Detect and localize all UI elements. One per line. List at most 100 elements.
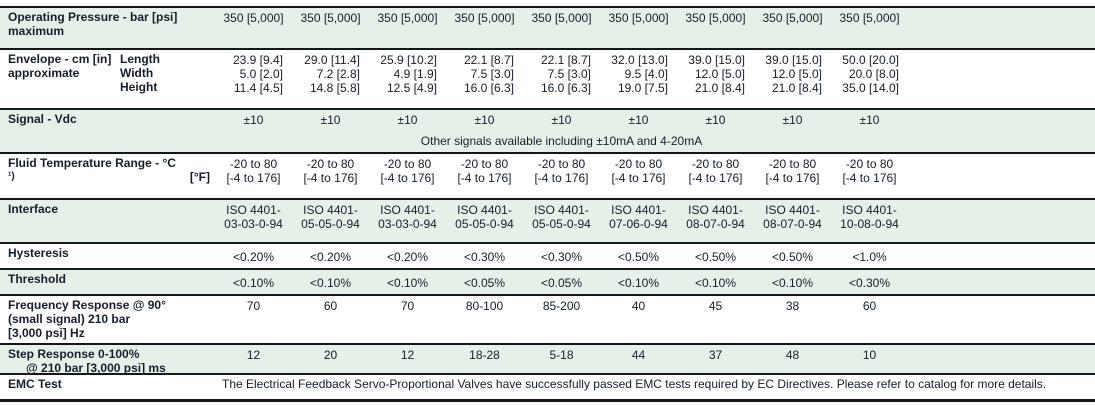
length-value: 39.0 [15.0] xyxy=(765,53,822,67)
value-cell: 23.9 [9.4] 5.0 [2.0] 11.4 [4.5] xyxy=(215,50,292,108)
label-line: [3,000 psi] Hz xyxy=(8,326,85,340)
temp-c: -20 to 80 xyxy=(614,157,663,171)
row-fluid-temperature: Fluid Temperature Range - °C ¹) [°F] -20… xyxy=(0,154,1095,200)
signal-note-text: Other signals available including ±10mA … xyxy=(420,133,703,148)
emc-test-statement: The Electrical Feedback Servo-Proportion… xyxy=(222,377,1047,391)
value-cell: <0.05% xyxy=(463,276,506,290)
value-cell: <0.50% xyxy=(694,250,737,264)
value-cell: ±10 xyxy=(782,113,803,127)
value-cell: 25.9 [10.2] 4.9 [1.9] 12.5 [4.9] xyxy=(369,50,446,108)
value-cell: 44 xyxy=(631,348,646,362)
iso-line: ISO 4401- xyxy=(765,203,820,217)
sublabel-width: Width xyxy=(120,66,154,80)
temp-f: [-4 to 176] xyxy=(842,171,897,185)
iso-code: 08-07-0-94 xyxy=(763,217,822,231)
value-cell: ISO 4401- 08-07-0-94 xyxy=(754,200,831,242)
signal-note: Other signals available including ±10mA … xyxy=(0,134,1095,153)
row-envelope: Envelope - cm [in] approximate Length Wi… xyxy=(0,50,1095,110)
value-cell: <0.20% xyxy=(232,250,275,264)
iso-code: 03-03-0-94 xyxy=(378,217,437,231)
iso-line: ISO 4401- xyxy=(534,203,589,217)
value-cell: <0.10% xyxy=(386,276,429,290)
temp-c: -20 to 80 xyxy=(306,157,355,171)
row-threshold: Threshold <0.10% <0.10% <0.10% <0.05% <0… xyxy=(0,270,1095,296)
value-cell: 350 [5,000] xyxy=(685,11,746,25)
value-cell: 12 xyxy=(246,348,261,362)
value-cell: 350 [5,000] xyxy=(454,11,515,25)
label-line: Fluid Temperature Range - °C xyxy=(8,156,176,170)
height-value: 12.5 [4.9] xyxy=(386,81,437,95)
temp-f: [-4 to 176] xyxy=(688,171,743,185)
value-cell: ±10 xyxy=(551,113,572,127)
temp-c: -20 to 80 xyxy=(383,157,432,171)
value-cell: ±10 xyxy=(628,113,649,127)
iso-line: ISO 4401- xyxy=(457,203,512,217)
temp-c: -20 to 80 xyxy=(845,157,894,171)
row-hysteresis: Hysteresis <0.20% <0.20% <0.20% <0.30% <… xyxy=(0,244,1095,270)
value-cell: ±10 xyxy=(397,113,418,127)
footnote-marker: ¹) xyxy=(8,171,15,182)
width-value: 12.0 [5.0] xyxy=(694,67,745,81)
value-cell: 38 xyxy=(785,299,800,313)
width-value: 20.0 [8.0] xyxy=(848,67,899,81)
temp-f: [-4 to 176] xyxy=(457,171,512,185)
label-unit-f: [°F] xyxy=(189,170,210,184)
temp-c: -20 to 80 xyxy=(537,157,586,171)
value-cell: ISO 4401- 03-03-0-94 xyxy=(215,200,292,242)
sublabel-height: Height xyxy=(120,80,158,94)
value-cell: ±10 xyxy=(320,113,341,127)
row-label-hysteresis: Hysteresis xyxy=(8,246,69,260)
value-cell: -20 to 80 [-4 to 176] xyxy=(831,154,908,198)
width-value: 7.5 [3.0] xyxy=(470,67,514,81)
row-emc-test: EMC Test The Electrical Feedback Servo-P… xyxy=(0,375,1095,399)
value-cell: -20 to 80 [-4 to 176] xyxy=(446,154,523,198)
value-cell: <0.50% xyxy=(771,250,814,264)
temp-c: -20 to 80 xyxy=(691,157,740,171)
value-cell: 60 xyxy=(323,299,338,313)
row-label-threshold: Threshold xyxy=(8,272,67,286)
iso-code: 05-05-0-94 xyxy=(455,217,514,231)
length-value: 22.1 [8.7] xyxy=(463,53,514,67)
value-cell: 40 xyxy=(631,299,646,313)
iso-code: 03-03-0-94 xyxy=(224,217,283,231)
label-line: @ 210 bar [3,000 psi] ms xyxy=(26,361,166,375)
value-cell: 50.0 [20.0] 20.0 [8.0] 35.0 [14.0] xyxy=(831,50,908,108)
value-cell: ISO 4401- 07-06-0-94 xyxy=(600,200,677,242)
value-cell: -20 to 80 [-4 to 176] xyxy=(292,154,369,198)
iso-line: ISO 4401- xyxy=(226,203,281,217)
label-line: Envelope - cm [in] xyxy=(8,52,112,66)
row-filler xyxy=(908,345,1095,373)
temp-f: [-4 to 176] xyxy=(765,171,820,185)
iso-code: 08-07-0-94 xyxy=(686,217,745,231)
row-filler xyxy=(908,154,1095,198)
value-cell: 20 xyxy=(323,348,338,362)
value-cell: <1.0% xyxy=(852,250,887,264)
iso-line: ISO 4401- xyxy=(611,203,666,217)
value-cell: <0.10% xyxy=(617,276,660,290)
value-cell: 48 xyxy=(785,348,800,362)
temp-c: -20 to 80 xyxy=(768,157,817,171)
envelope-sublabels: Length Width Height xyxy=(120,52,215,108)
value-cell: 12 xyxy=(400,348,415,362)
label-line: Frequency Response @ 90° xyxy=(8,298,166,312)
value-cell: -20 to 80 [-4 to 176] xyxy=(677,154,754,198)
value-cell: 39.0 [15.0] 12.0 [5.0] 21.0 [8.4] xyxy=(754,50,831,108)
value-cell: ±10 xyxy=(243,113,264,127)
value-cell: <0.50% xyxy=(617,250,660,264)
value-cell: ±10 xyxy=(859,113,880,127)
value-cell: 350 [5,000] xyxy=(223,11,284,25)
height-value: 11.4 [4.5] xyxy=(233,81,283,95)
label-line: Step Response 0-100% xyxy=(8,347,140,361)
width-value: 7.5 [3.0] xyxy=(547,67,591,81)
iso-line: ISO 4401- xyxy=(688,203,743,217)
label-line: ¹) [°F] xyxy=(8,170,215,184)
row-filler xyxy=(908,8,1095,48)
row-label-operating-pressure: Operating Pressure - bar [psi] maximum xyxy=(0,8,215,48)
row-filler xyxy=(908,110,1095,132)
length-value: 23.9 [9.4] xyxy=(232,53,283,67)
width-value: 7.2 [2.8] xyxy=(316,67,360,81)
row-signal: Signal - Vdc ±10 ±10 ±10 ±10 ±10 ±10 ±10… xyxy=(0,110,1095,154)
temp-f: [-4 to 176] xyxy=(611,171,666,185)
height-value: 21.0 [8.4] xyxy=(694,81,745,95)
row-label-interface: Interface xyxy=(8,202,59,216)
